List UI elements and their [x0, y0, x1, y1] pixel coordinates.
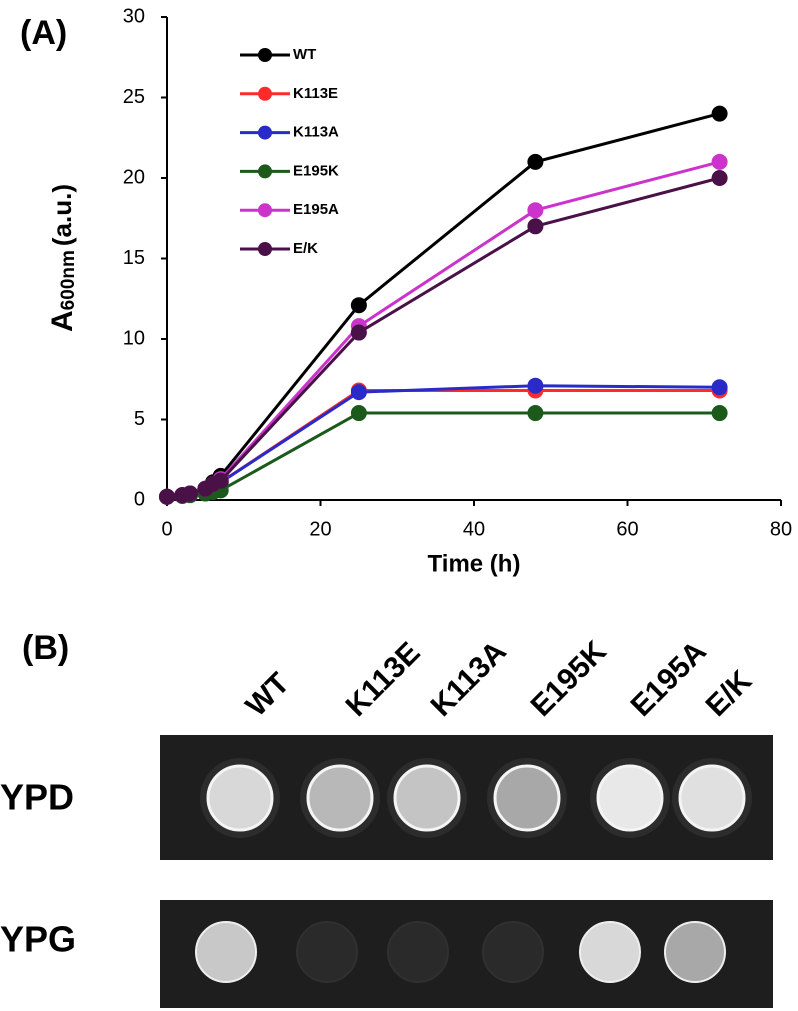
x-axis-title: Time (h)	[428, 550, 521, 577]
panel-label: (A)	[20, 14, 67, 52]
y-tick-label: 0	[134, 488, 145, 510]
column-label: K113E	[340, 636, 427, 723]
data-point	[527, 153, 544, 170]
colony	[296, 921, 358, 983]
x-tick-label: 0	[161, 518, 172, 540]
data-point	[212, 472, 229, 489]
series-line	[166, 160, 720, 499]
colony	[678, 764, 746, 832]
y-tick-label: 30	[123, 5, 145, 27]
row-label: YPD	[0, 777, 74, 818]
data-point	[711, 379, 728, 396]
legend-label: E/K	[293, 240, 318, 257]
legend-label: K113E	[293, 85, 338, 102]
data-point	[182, 485, 199, 502]
column-label: WT	[240, 667, 296, 723]
y-axis-title-unit: (a.u.)	[47, 184, 77, 246]
row-label: YPG	[0, 919, 76, 960]
colony	[306, 764, 374, 832]
colony	[387, 921, 449, 983]
data-point	[527, 218, 544, 235]
data-point	[350, 324, 367, 341]
data-point	[350, 297, 367, 314]
data-point	[350, 405, 367, 422]
legend-label: E195K	[293, 162, 339, 179]
data-point	[527, 202, 544, 219]
y-axis-title-sub: 600nm	[58, 250, 79, 310]
legend-marker	[258, 86, 272, 101]
x-tick-label: 40	[463, 518, 485, 540]
legend-marker	[258, 242, 272, 256]
data-point	[711, 105, 728, 122]
colony	[579, 921, 641, 983]
y-axis-title-main: A	[46, 310, 79, 332]
series-line	[166, 389, 720, 499]
y-tick-label: 25	[123, 86, 145, 108]
data-point	[350, 384, 367, 401]
column-label: K113A	[425, 635, 513, 723]
data-point	[159, 488, 175, 505]
data-point	[711, 405, 728, 422]
data-point	[711, 153, 728, 170]
colony	[393, 764, 461, 832]
data-point	[527, 405, 544, 422]
y-axis-title: A600nm (a.u.)	[46, 184, 79, 332]
x-tick-label: 20	[309, 518, 331, 540]
legend-label: E195A	[293, 201, 339, 218]
colony	[664, 921, 726, 983]
column-label: E/K	[700, 664, 759, 723]
series-line	[166, 411, 720, 499]
column-label: E195K	[525, 635, 613, 723]
x-tick-label: 80	[770, 518, 792, 540]
series-line	[166, 176, 720, 499]
legend-marker	[258, 48, 272, 62]
legend-marker	[258, 164, 272, 179]
colony	[493, 764, 561, 832]
legend-label: K113A	[293, 124, 339, 141]
legend-marker	[258, 125, 272, 140]
panel-label: (B)	[22, 629, 69, 667]
colony	[206, 764, 274, 832]
colony	[482, 921, 544, 983]
legend-marker	[258, 203, 272, 218]
data-point	[711, 170, 728, 186]
colony	[195, 921, 257, 983]
legend-label: WT	[293, 46, 316, 63]
y-tick-label: 20	[123, 166, 145, 188]
y-tick-label: 15	[123, 247, 145, 269]
column-label: E195A	[625, 635, 713, 723]
y-tick-label: 10	[123, 327, 145, 349]
x-tick-label: 60	[616, 518, 638, 540]
y-tick-label: 5	[134, 408, 145, 430]
data-point	[527, 377, 544, 394]
colony	[596, 764, 664, 832]
